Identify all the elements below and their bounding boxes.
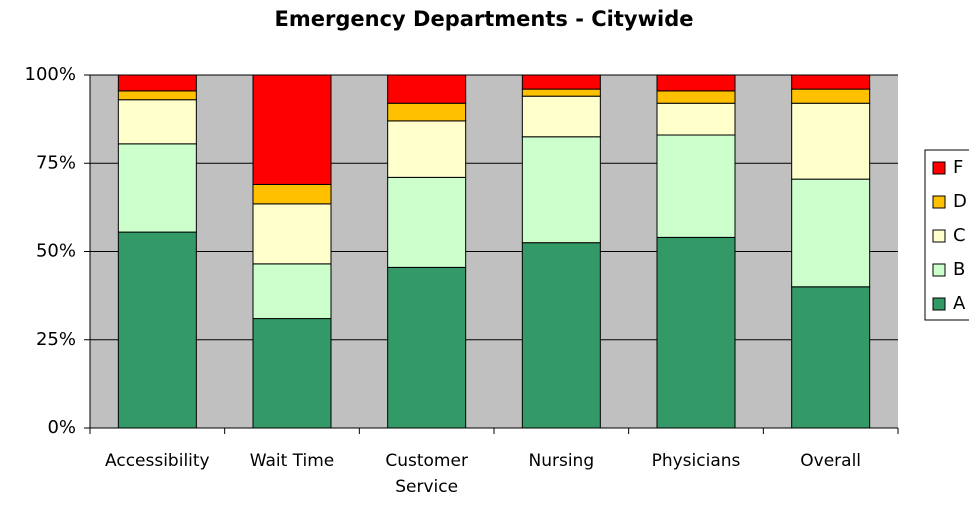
bar-segment bbox=[521, 242, 601, 429]
bar-segment bbox=[656, 134, 736, 238]
bar-segment bbox=[521, 88, 601, 97]
y-tick-label: 0% bbox=[47, 417, 76, 438]
bar-segment bbox=[791, 102, 871, 180]
legend-label: C bbox=[953, 225, 966, 246]
legend-swatch bbox=[932, 263, 946, 277]
bar-segment bbox=[387, 176, 467, 268]
x-tick-label: Accessibility bbox=[105, 451, 210, 471]
x-tick-label: Wait Time bbox=[249, 451, 335, 471]
bar-segment bbox=[117, 231, 197, 429]
legend-label: B bbox=[953, 259, 965, 280]
bar-segment bbox=[656, 236, 736, 429]
bar-segment bbox=[791, 88, 871, 104]
bar-segment bbox=[252, 203, 332, 265]
chart-title: Emergency Departments - Citywide bbox=[275, 7, 694, 31]
x-tick-label: Overall bbox=[800, 451, 862, 471]
bar-segment bbox=[117, 143, 197, 233]
bar-segment bbox=[656, 74, 736, 92]
legend-swatch bbox=[932, 297, 946, 311]
bar-segment bbox=[656, 90, 736, 104]
bar-segment bbox=[117, 99, 197, 145]
legend-label: D bbox=[953, 191, 967, 212]
bar-segment bbox=[656, 102, 736, 136]
bar-segment bbox=[791, 286, 871, 429]
y-tick-label: 50% bbox=[36, 241, 76, 262]
y-tick-label: 25% bbox=[36, 329, 76, 350]
bar-segment bbox=[387, 266, 467, 429]
legend-swatch bbox=[932, 229, 946, 243]
bar-segment bbox=[252, 263, 332, 320]
bar-segment bbox=[387, 102, 467, 122]
bar-segment bbox=[117, 90, 197, 101]
bar-segment bbox=[521, 136, 601, 244]
legend-label: A bbox=[953, 293, 966, 314]
x-tick-label: Customer Service bbox=[385, 451, 468, 497]
y-tick-label: 100% bbox=[25, 64, 76, 85]
bar-segment bbox=[252, 318, 332, 429]
bar-segment bbox=[521, 74, 601, 90]
legend-label: F bbox=[953, 157, 963, 178]
bar-segment bbox=[521, 95, 601, 138]
bar-segment bbox=[252, 183, 332, 205]
legend-swatch bbox=[932, 161, 946, 175]
bar-segment bbox=[791, 178, 871, 288]
x-tick-label: Nursing bbox=[528, 451, 595, 471]
bar-segment bbox=[117, 74, 197, 92]
bar-segment bbox=[387, 74, 467, 104]
bar-segment bbox=[791, 74, 871, 90]
x-tick-label: Physicians bbox=[651, 451, 741, 471]
legend-box bbox=[924, 149, 969, 321]
y-tick-label: 75% bbox=[36, 152, 76, 173]
bar-segment bbox=[252, 74, 332, 185]
bar-segment bbox=[387, 120, 467, 178]
legend-swatch bbox=[932, 195, 946, 209]
